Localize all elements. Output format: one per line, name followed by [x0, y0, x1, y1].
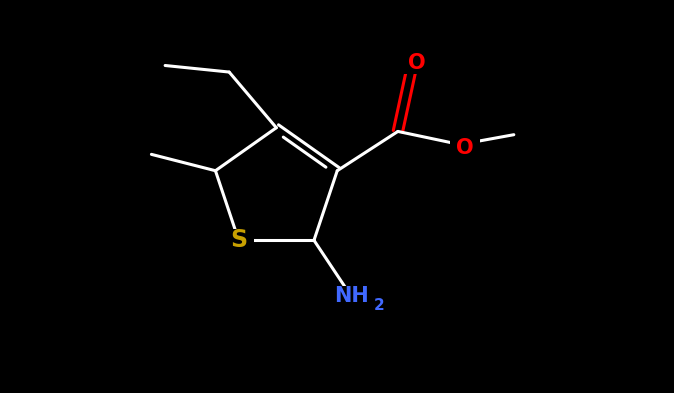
- Text: O: O: [456, 138, 474, 158]
- FancyBboxPatch shape: [332, 286, 386, 312]
- FancyBboxPatch shape: [450, 136, 480, 160]
- Text: 2: 2: [374, 298, 385, 313]
- FancyBboxPatch shape: [224, 228, 253, 252]
- Text: O: O: [408, 53, 425, 73]
- FancyBboxPatch shape: [402, 51, 431, 74]
- Text: S: S: [230, 228, 247, 252]
- Text: NH: NH: [334, 286, 369, 306]
